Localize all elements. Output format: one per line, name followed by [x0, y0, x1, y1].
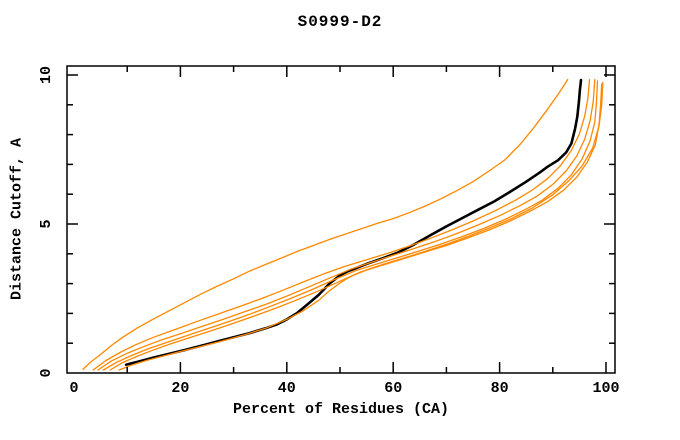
- x-tick-label: 40: [278, 380, 296, 397]
- y-tick-label: 0: [38, 368, 55, 377]
- x-tick-label: 60: [384, 380, 402, 397]
- x-tick-label: 20: [171, 380, 189, 397]
- x-tick-label: 100: [592, 380, 619, 397]
- curve-orange-1: [82, 78, 569, 371]
- axis-ticks: [67, 66, 615, 373]
- tick-labels: 0 20 40 60 80 100 0 5 10: [38, 66, 620, 397]
- curves: [82, 78, 604, 371]
- curve-orange-6: [109, 83, 603, 371]
- curve-orange-4: [102, 80, 599, 371]
- curve-orange-2: [118, 81, 604, 371]
- x-tick-label: 80: [491, 380, 509, 397]
- x-tick-label: 0: [69, 380, 78, 397]
- curve-orange-5: [92, 78, 591, 371]
- chart-title: S0999-D2: [297, 13, 383, 31]
- plot-frame: [66, 65, 616, 374]
- x-axis-label: Percent of Residues (CA): [232, 401, 450, 418]
- curve-orange-3: [97, 78, 596, 371]
- y-tick-label: 10: [38, 66, 55, 84]
- y-tick-label: 5: [38, 219, 55, 228]
